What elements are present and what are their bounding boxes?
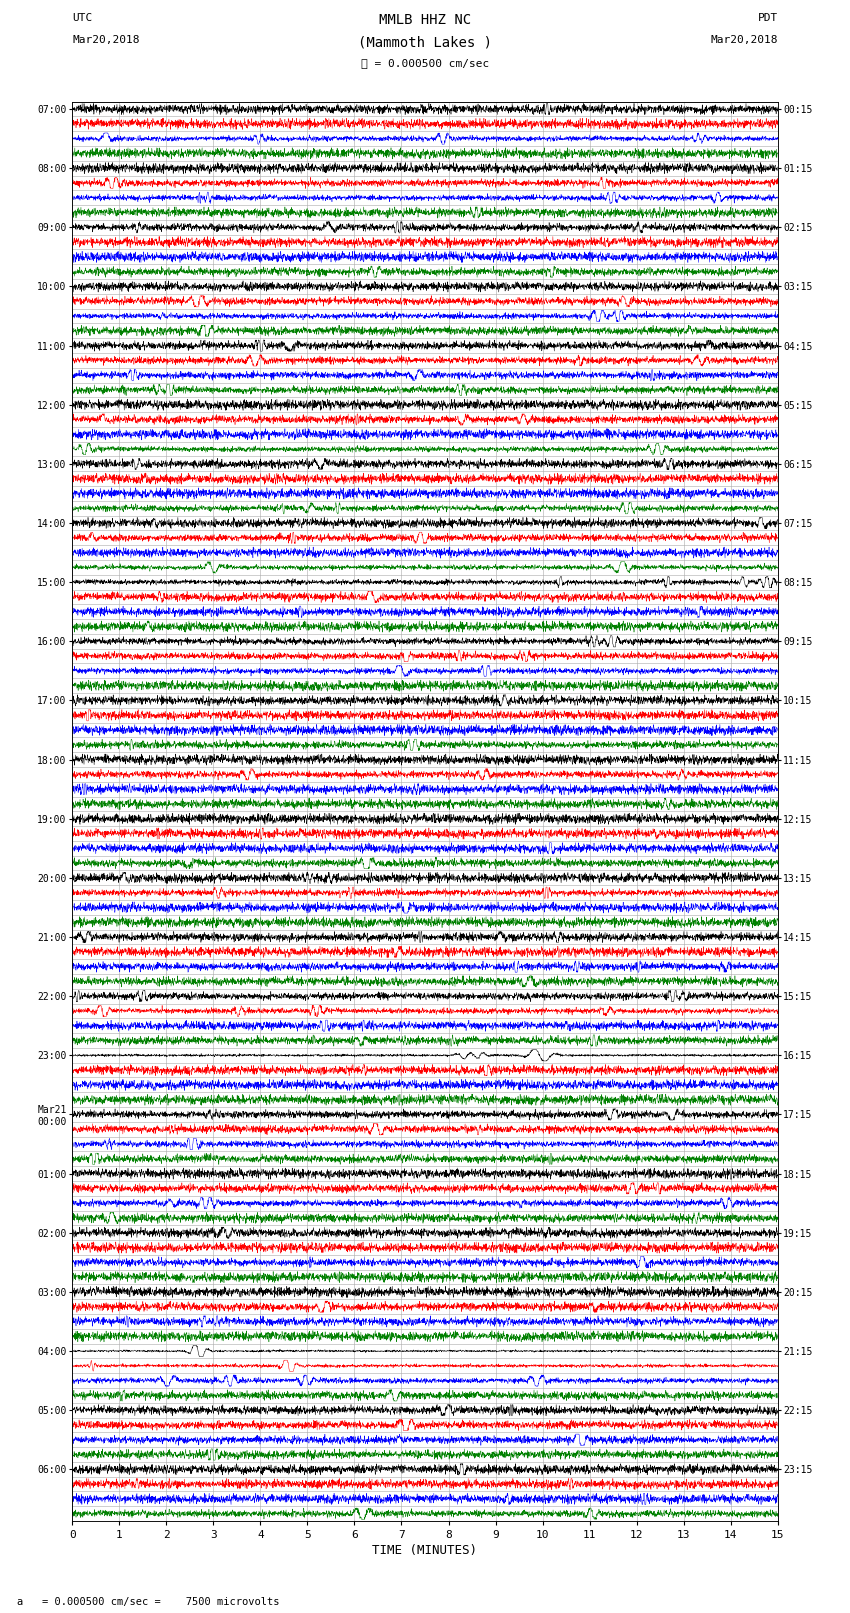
Text: (Mammoth Lakes ): (Mammoth Lakes ) <box>358 35 492 50</box>
X-axis label: TIME (MINUTES): TIME (MINUTES) <box>372 1544 478 1557</box>
Text: PDT: PDT <box>757 13 778 23</box>
Text: UTC: UTC <box>72 13 93 23</box>
Text: Mar20,2018: Mar20,2018 <box>711 35 778 45</box>
Text: MMLB HHZ NC: MMLB HHZ NC <box>379 13 471 27</box>
Text: a   = 0.000500 cm/sec =    7500 microvolts: a = 0.000500 cm/sec = 7500 microvolts <box>17 1597 280 1607</box>
Text: ⏐ = 0.000500 cm/sec: ⏐ = 0.000500 cm/sec <box>361 58 489 68</box>
Text: Mar20,2018: Mar20,2018 <box>72 35 139 45</box>
